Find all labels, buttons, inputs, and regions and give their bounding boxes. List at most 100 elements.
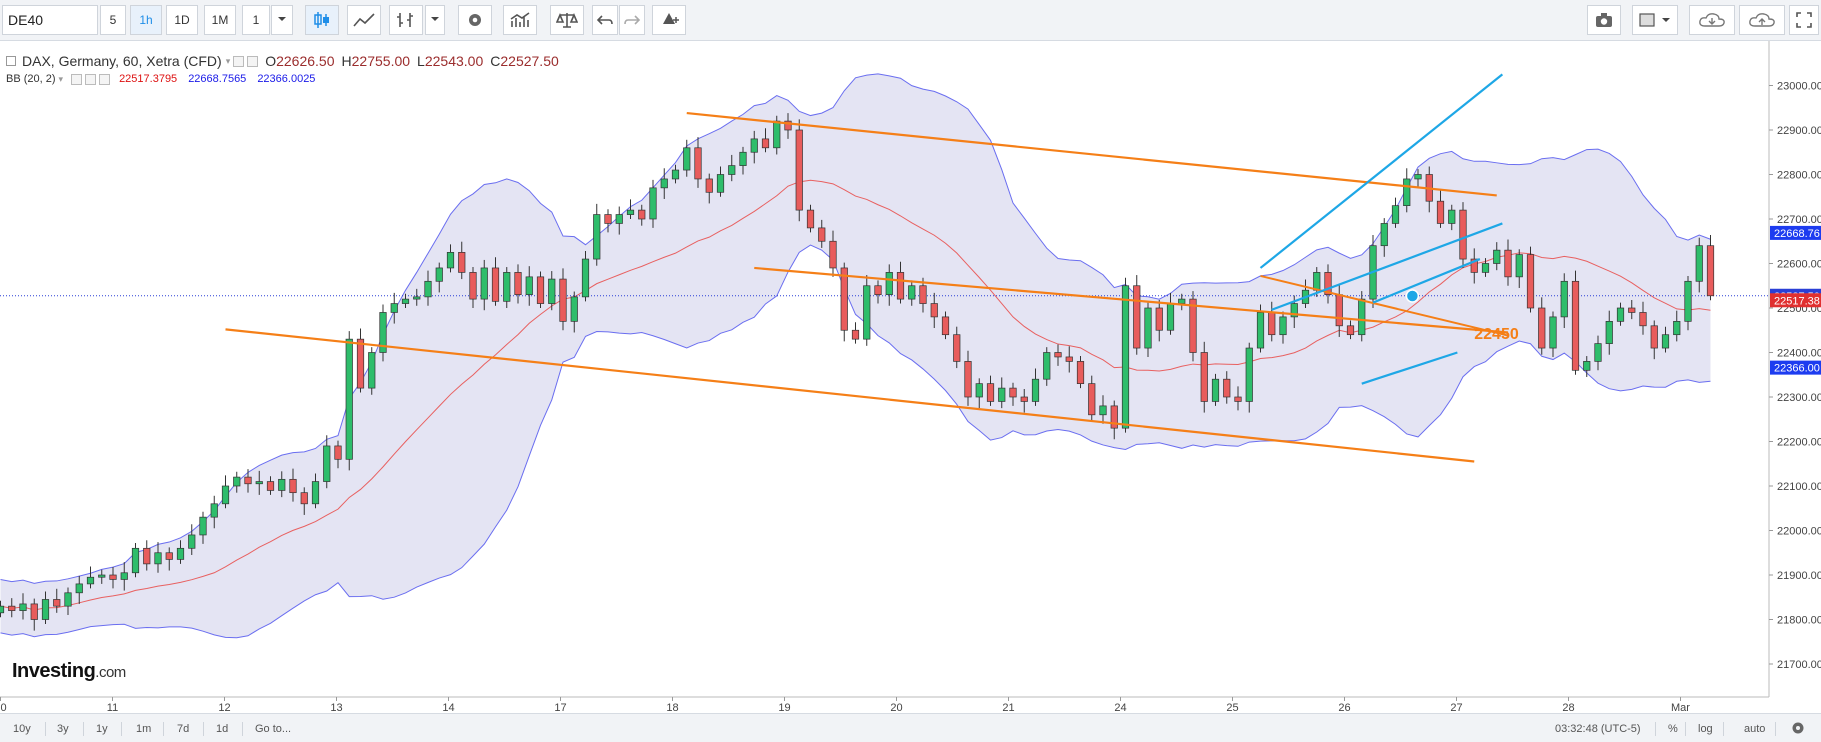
symbol-input[interactable]: DE40 <box>2 5 98 35</box>
candle-body <box>784 120 792 131</box>
candle-body <box>806 209 815 229</box>
time-tick-label: 27 <box>1450 702 1462 713</box>
price-tick-label: 21700.00 <box>1777 659 1821 671</box>
auto-toggle[interactable]: auto <box>1744 723 1766 735</box>
candle-body <box>514 272 522 295</box>
candle-body <box>446 252 455 269</box>
candle-body <box>1178 298 1186 304</box>
divider <box>121 722 122 736</box>
candle-body <box>1144 307 1152 349</box>
interval-1d-button[interactable]: 1D <box>166 5 198 35</box>
candle-body <box>1504 249 1512 278</box>
fullscreen-icon[interactable] <box>1789 5 1819 35</box>
line-chart-icon[interactable] <box>347 5 381 35</box>
candle-body <box>1549 316 1557 349</box>
candle-body <box>1493 249 1501 264</box>
candle-body <box>278 478 286 491</box>
candle-body <box>1155 307 1163 331</box>
open-label: O <box>265 53 277 69</box>
candle-body <box>1594 343 1602 362</box>
bb-basis-value: 22366.0025 <box>257 73 316 85</box>
bb-eye-icon[interactable] <box>71 73 83 85</box>
candle-body <box>1481 263 1490 273</box>
goto-button[interactable]: Go to... <box>255 723 292 735</box>
log-toggle[interactable]: log <box>1698 723 1713 735</box>
interval-5-button[interactable]: 5 <box>100 5 126 35</box>
range-1d-button[interactable]: 1d <box>216 723 229 735</box>
divider <box>45 722 46 736</box>
interval-1h-button[interactable]: 1h <box>130 5 162 35</box>
candle-body <box>1605 321 1613 344</box>
range-7d-button[interactable]: 7d <box>177 723 190 735</box>
interval-1m-button[interactable]: 1M <box>204 5 236 35</box>
cloud-save-icon[interactable] <box>1739 5 1785 35</box>
badge-bb-upper-bg <box>1770 225 1821 240</box>
candle-body <box>559 278 567 322</box>
candle-body <box>1380 223 1388 247</box>
gear-icon[interactable] <box>1790 720 1806 734</box>
candle-body <box>413 296 421 300</box>
candle-body <box>1616 307 1625 322</box>
undo-icon[interactable] <box>592 5 618 35</box>
candle-body <box>863 285 871 340</box>
indicators-icon[interactable] <box>503 5 537 35</box>
dropdown-icon[interactable] <box>425 5 445 35</box>
layout-icon[interactable] <box>1632 5 1678 35</box>
badge-basis-bg <box>1770 293 1821 308</box>
compare-icon[interactable] <box>550 5 584 35</box>
badge-bb-lower: 22366.00 <box>1774 363 1820 375</box>
trendline-blue-middle <box>1271 222 1503 311</box>
low-label: L <box>417 53 425 69</box>
redo-icon[interactable] <box>619 5 645 35</box>
price-chart[interactable]: 21700.00 21800.00 21900.00 22000.00 22100.00… <box>0 41 1821 713</box>
bb-label: BB (20, 2) <box>6 73 56 85</box>
candle-body <box>1076 361 1085 384</box>
bar-style-icon[interactable] <box>389 5 423 35</box>
bb-settings-icon[interactable] <box>85 73 97 85</box>
range-1y-button[interactable]: 1y <box>96 723 108 735</box>
price-tick-label: 22300.00 <box>1777 392 1821 404</box>
collapse-legend-icon[interactable] <box>6 56 16 66</box>
candle-body <box>919 285 927 304</box>
candle-body <box>1459 209 1467 260</box>
candle-body <box>660 178 668 189</box>
bb-close-icon[interactable] <box>99 73 111 85</box>
candle-body <box>1538 307 1546 349</box>
alert-icon[interactable] <box>652 5 686 35</box>
range-3y-button[interactable]: 3y <box>57 723 69 735</box>
candle-body <box>334 445 342 460</box>
trendline-lower-channel <box>225 328 1475 463</box>
candle-body <box>1189 298 1197 353</box>
candle-body <box>1695 245 1703 282</box>
divider <box>1655 722 1656 736</box>
range-1m-button[interactable]: 1m <box>136 723 152 735</box>
candle-body <box>233 476 241 487</box>
candle-body <box>840 267 848 331</box>
percent-toggle[interactable]: % <box>1668 723 1678 735</box>
legend-settings-icon[interactable] <box>247 55 259 67</box>
settings-icon[interactable] <box>458 5 492 35</box>
bb-menu-icon[interactable]: ▾ <box>58 73 64 84</box>
candle-body <box>131 547 140 574</box>
camera-icon[interactable] <box>1587 5 1621 35</box>
candle-body <box>1324 272 1332 295</box>
candle-body <box>458 252 466 273</box>
legend-eye-icon[interactable] <box>233 55 245 67</box>
cloud-load-icon[interactable] <box>1689 5 1735 35</box>
candle-body <box>683 147 691 171</box>
candle-body <box>1661 334 1670 349</box>
interval-dropdown-icon[interactable] <box>271 5 293 35</box>
legend-menu-icon[interactable]: ▾ <box>225 55 231 66</box>
low-value: 22543.00 <box>424 53 484 69</box>
candles-icon[interactable] <box>305 5 339 35</box>
candle-body <box>896 272 905 300</box>
divider <box>163 722 164 736</box>
candle-body <box>1133 285 1141 349</box>
candle-body <box>1571 280 1580 371</box>
candle-body <box>930 303 938 318</box>
interval-custom-button[interactable]: 1 <box>242 5 270 35</box>
candle-body <box>323 445 331 482</box>
candle-body <box>199 516 207 536</box>
range-10y-button[interactable]: 10y <box>13 723 31 735</box>
candle-body <box>1335 294 1343 327</box>
